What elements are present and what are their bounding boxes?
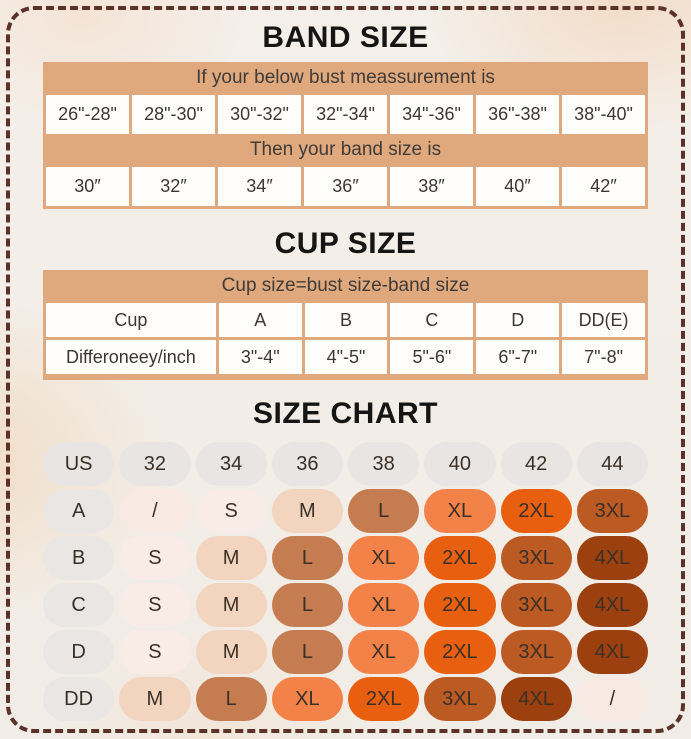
- size-pill: XL: [271, 677, 343, 721]
- size-pill: 3XL: [576, 489, 648, 533]
- cup-formula-header: Cup size=bust size-band size: [221, 275, 470, 296]
- size-pill: S: [119, 536, 191, 580]
- size-pill: 4XL: [576, 583, 648, 627]
- bust-range-cell: 38"-40": [562, 95, 645, 134]
- cup-row-label-pill: C: [43, 583, 115, 627]
- band-value-cell: 38″: [390, 167, 473, 206]
- size-pill: /: [576, 677, 648, 721]
- size-column-header-pill: 38: [348, 442, 420, 486]
- bust-range-cell: 36"-38": [476, 95, 559, 134]
- size-pill: L: [195, 677, 267, 721]
- size-pill: 2XL: [424, 630, 496, 674]
- size-chart-grid: US 32 34 36 38 40 42 44 A / S M L XL 2XL 3XL B S M L XL 2XL 3X…: [43, 442, 648, 721]
- bust-range-cell: 26"-28": [46, 95, 129, 134]
- cup-letter-cell: C: [390, 303, 474, 337]
- size-pill: S: [119, 583, 191, 627]
- size-pill: S: [119, 630, 191, 674]
- size-column-header-pill: 42: [500, 442, 572, 486]
- size-pill: L: [271, 583, 343, 627]
- cup-size-table: Cup size=bust size-band size Cup A B C D DD(E…: [43, 270, 648, 380]
- size-pill: 3XL: [500, 583, 572, 627]
- band-value-cell: 34″: [218, 167, 301, 206]
- size-pill: L: [271, 536, 343, 580]
- size-pill: 4XL: [576, 630, 648, 674]
- band-value-cell: 30″: [46, 167, 129, 206]
- size-pill: L: [271, 630, 343, 674]
- size-pill: 2XL: [500, 489, 572, 533]
- size-pill: 4XL: [576, 536, 648, 580]
- cup-difference-cell: 7"-8": [562, 340, 645, 374]
- size-pill: 2XL: [424, 583, 496, 627]
- band-value-cell: 36″: [304, 167, 387, 206]
- cup-letter-cell: B: [304, 303, 388, 337]
- size-pill: L: [348, 489, 420, 533]
- band-value-cell: 42″: [562, 167, 645, 206]
- cup-difference-cell: 3"-4": [218, 340, 302, 374]
- size-pill: XL: [348, 536, 420, 580]
- bust-range-cell: 28"-30": [132, 95, 215, 134]
- size-pill: XL: [348, 583, 420, 627]
- size-pill: /: [119, 489, 191, 533]
- cup-letter-row: Cup A B C D DD(E): [43, 303, 648, 337]
- size-column-header-pill: 34: [195, 442, 267, 486]
- size-column-header-pill: 32: [119, 442, 191, 486]
- band-size-header: Then your band size is: [249, 139, 442, 160]
- size-pill: 3XL: [424, 677, 496, 721]
- size-column-header-pill: 44: [576, 442, 648, 486]
- cup-letter-cell: A: [218, 303, 302, 337]
- bust-range-cell: 32"-34": [304, 95, 387, 134]
- size-pill: M: [119, 677, 191, 721]
- size-column-header-pill: 36: [271, 442, 343, 486]
- cup-difference-cell: 5"-6": [390, 340, 474, 374]
- size-column-header-pill: 40: [424, 442, 496, 486]
- band-value-cell: 32″: [132, 167, 215, 206]
- size-column-header-pill: US: [43, 442, 115, 486]
- cup-difference-cell: 4"-5": [304, 340, 388, 374]
- cup-row-label-pill: D: [43, 630, 115, 674]
- cup-row-label-pill: DD: [43, 677, 115, 721]
- bust-range-cell: 30"-32": [218, 95, 301, 134]
- size-pill: 3XL: [500, 536, 572, 580]
- bust-measurement-header: If your below bust meassurement is: [196, 67, 495, 88]
- content: BAND SIZE If your below bust meassuremen…: [43, 0, 648, 721]
- band-size-table: If your below bust meassurement is 26"-2…: [43, 62, 648, 209]
- size-pill: XL: [348, 630, 420, 674]
- size-pill: 3XL: [500, 630, 572, 674]
- bust-range-row: 26"-28" 28"-30" 30"-32" 32"-34" 34"-36" 36"-3…: [43, 95, 648, 134]
- size-pill: S: [195, 489, 267, 533]
- cup-letter-cell: Cup: [46, 303, 216, 337]
- size-chart-title: SIZE CHART: [253, 397, 438, 430]
- size-pill: XL: [424, 489, 496, 533]
- cup-difference-cell: 6"-7": [476, 340, 560, 374]
- size-pill: 4XL: [500, 677, 572, 721]
- size-pill: M: [195, 536, 267, 580]
- cup-size-title: CUP SIZE: [274, 227, 417, 260]
- cup-letter-cell: DD(E): [562, 303, 645, 337]
- band-value-row: 30″ 32″ 34″ 36″ 38″ 40″ 42″: [43, 167, 648, 206]
- size-pill: M: [195, 630, 267, 674]
- cup-difference-cell: Differoneey/inch: [46, 340, 216, 374]
- size-pill: 2XL: [424, 536, 496, 580]
- size-pill: M: [271, 489, 343, 533]
- band-value-cell: 40″: [476, 167, 559, 206]
- cup-difference-row: Differoneey/inch 3"-4" 4"-5" 5"-6" 6"-7" 7"-8…: [43, 340, 648, 374]
- bust-range-cell: 34"-36": [390, 95, 473, 134]
- cup-row-label-pill: A: [43, 489, 115, 533]
- band-size-title: BAND SIZE: [262, 21, 429, 54]
- size-pill: 2XL: [348, 677, 420, 721]
- cup-row-label-pill: B: [43, 536, 115, 580]
- size-pill: M: [195, 583, 267, 627]
- cup-letter-cell: D: [476, 303, 560, 337]
